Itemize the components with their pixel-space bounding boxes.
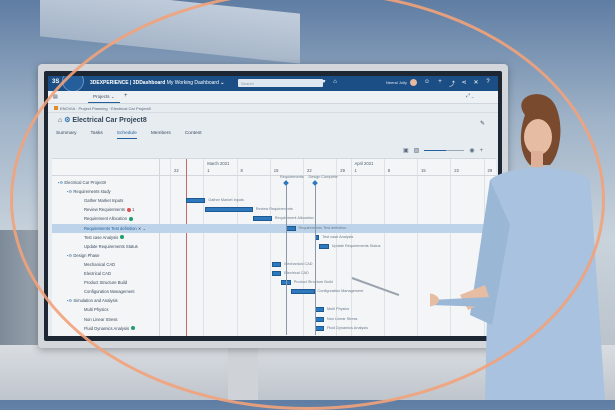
decorative-ring	[10, 0, 605, 410]
ds-logo-icon: 3S	[52, 79, 60, 85]
